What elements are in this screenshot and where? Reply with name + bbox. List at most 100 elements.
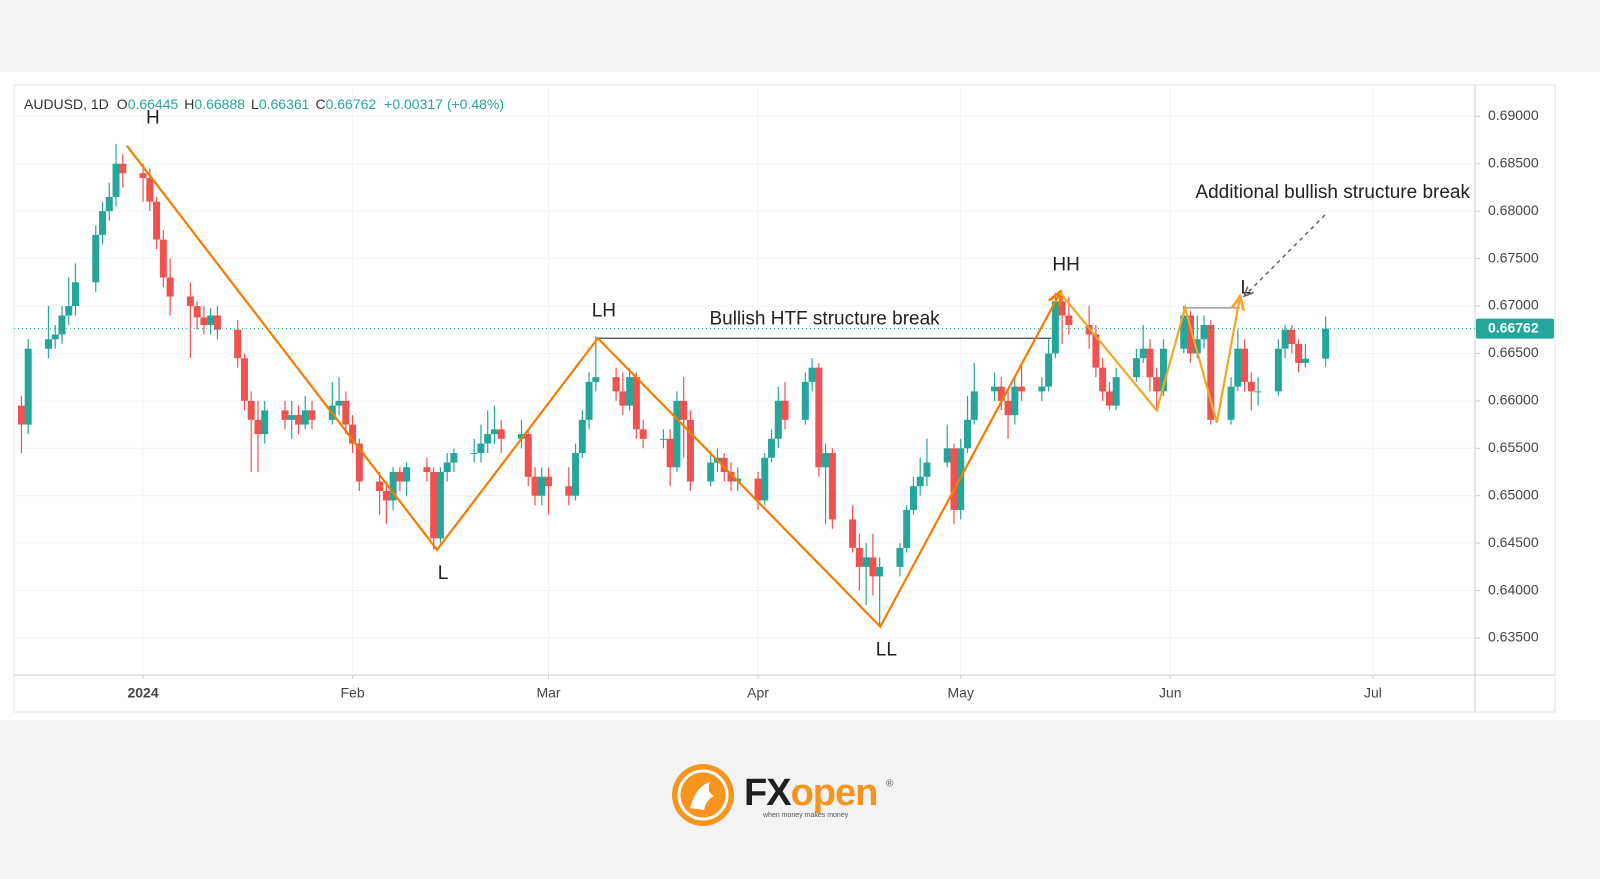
candle-body: [166, 277, 174, 297]
candle-body: [1187, 315, 1195, 354]
candle-body: [801, 381, 809, 420]
candle-body: [1112, 377, 1120, 406]
candle-body: [1105, 391, 1113, 406]
y-tick-label: 0.66000: [1488, 392, 1539, 408]
candle-body: [923, 462, 931, 477]
candle-body: [1058, 301, 1066, 316]
ohlc-label: O: [117, 96, 128, 112]
logo-open: open: [791, 772, 878, 814]
y-tick-label: 0.63500: [1488, 629, 1539, 645]
candle-body: [943, 448, 951, 463]
candle-body: [1288, 329, 1296, 344]
candle-body: [112, 163, 120, 197]
candle-body: [288, 415, 296, 420]
candle-body: [686, 419, 694, 482]
annotations: 0.66762 Bullish HTF structure break H L LH LL…: [14, 108, 1554, 661]
y-tick-label: 0.65500: [1488, 439, 1539, 455]
ohlc-label: C: [315, 96, 325, 112]
candle-body: [1139, 348, 1147, 359]
candle-body: [903, 509, 911, 548]
candle-body: [213, 315, 221, 330]
callout-arrow: [1245, 214, 1326, 295]
candle-body: [720, 457, 728, 473]
candle-body: [294, 415, 302, 425]
candle-body: [1234, 348, 1242, 387]
candle-body: [1099, 367, 1107, 392]
candle-body: [1132, 358, 1140, 378]
candle-body: [909, 486, 917, 510]
logo-wordmark: FXopen: [744, 772, 877, 814]
swing-label: L: [438, 563, 449, 584]
candle-body: [119, 163, 127, 174]
y-tick-label: 0.69000: [1488, 107, 1539, 123]
candle-body: [450, 453, 458, 463]
candle-body: [761, 457, 769, 501]
candle-body: [65, 306, 73, 316]
ohlc-value: 0.66361: [259, 96, 310, 112]
chart-frame: [13, 84, 1556, 713]
candle-body: [301, 410, 309, 425]
y-tick-label: 0.64500: [1488, 534, 1539, 550]
candle-body: [335, 400, 343, 406]
candle-body: [822, 453, 830, 468]
candle-body: [261, 410, 269, 435]
candle-body: [774, 400, 782, 439]
candle-body: [659, 438, 667, 440]
candle-body: [146, 177, 154, 202]
plot: [17, 143, 1330, 627]
candle-body: [1065, 315, 1073, 325]
last-price-box: [1476, 318, 1554, 339]
logo: FXopen ® when money makes money: [672, 764, 894, 826]
ohlc-value: 0.66888: [194, 96, 245, 112]
candle-body: [207, 315, 215, 325]
y-tick-label: 0.66500: [1488, 344, 1539, 360]
candle-body: [44, 339, 52, 349]
candle-body: [376, 481, 384, 491]
swing-label: LH: [592, 300, 616, 321]
structure-zigzag: [1059, 292, 1240, 423]
candle-body: [592, 377, 600, 382]
candle-body: [950, 448, 958, 510]
candle-body: [24, 348, 32, 425]
candle-body: [1227, 386, 1235, 420]
candle-body: [1153, 377, 1161, 392]
candle-body: [1241, 348, 1249, 382]
candle-body: [538, 476, 546, 496]
level-label: Bullish HTF structure break: [709, 308, 940, 329]
ohlc-value: 0.66762: [326, 96, 377, 112]
swing-label: H: [146, 108, 160, 129]
candle-body: [964, 419, 972, 449]
candle-body: [876, 566, 884, 577]
candle-body: [1159, 348, 1167, 392]
chart-panel: [0, 72, 1600, 720]
logo-bull: [690, 782, 714, 810]
candle-body: [186, 296, 194, 307]
candle-body: [916, 476, 924, 487]
candle-body: [680, 400, 688, 420]
candle-body: [1200, 324, 1208, 340]
candle-body: [991, 386, 999, 392]
candle-body: [490, 429, 498, 435]
candle-body: [389, 472, 397, 501]
candle-body: [970, 391, 978, 420]
swing-label: LL: [876, 640, 897, 661]
candle-body: [1038, 386, 1046, 392]
candle-body: [342, 400, 350, 425]
candle-body: [497, 429, 505, 439]
candle-body: [869, 557, 877, 577]
candle-body: [1018, 386, 1026, 392]
candle-body: [1247, 381, 1255, 392]
candle-body: [545, 476, 553, 487]
candle-body: [92, 234, 100, 283]
candle-body: [1207, 324, 1215, 420]
candle-body: [51, 334, 59, 340]
candle-body: [1274, 348, 1282, 392]
structure-zigzag: [125, 145, 1060, 629]
candle-body: [247, 400, 255, 420]
candle-body: [254, 419, 262, 435]
candle-body: [855, 547, 863, 567]
last-price-label: 0.66762: [1488, 319, 1539, 335]
candle-body: [896, 547, 904, 567]
candle-body: [1180, 315, 1188, 349]
